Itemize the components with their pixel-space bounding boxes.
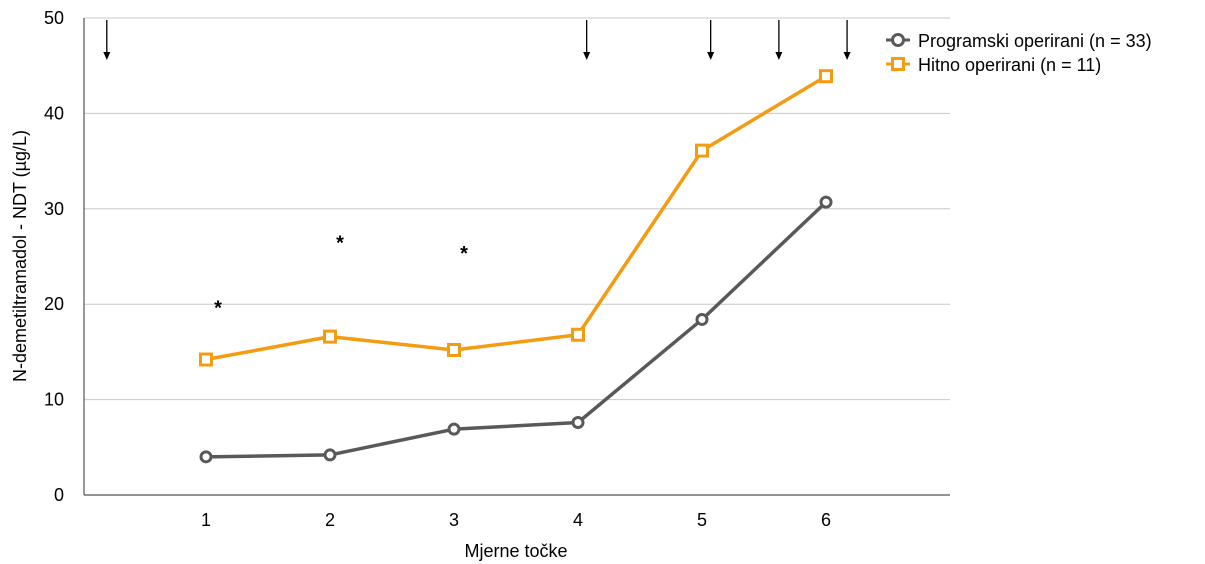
x-tick-label: 4 <box>573 510 583 530</box>
significance-star: * <box>460 243 468 265</box>
legend-marker-square <box>891 57 905 71</box>
arrow-annotation-head <box>843 52 851 60</box>
data-point <box>819 195 833 209</box>
x-tick-label: 1 <box>201 510 211 530</box>
data-point <box>819 69 833 84</box>
data-point <box>447 422 461 436</box>
x-tick-label: 2 <box>325 510 335 530</box>
grid-layer <box>84 17 950 401</box>
legend: Programski operirani (n = 33) Hitno oper… <box>886 31 1152 75</box>
series-line <box>204 200 828 459</box>
arrow-annotation-head <box>707 52 715 60</box>
legend-label-hitno: Hitno operirani (n = 11) <box>918 55 1101 75</box>
legend-marker-circle <box>891 33 905 47</box>
series-line <box>204 74 828 362</box>
y-tick-label: 10 <box>44 390 64 410</box>
y-tick-label: 30 <box>44 199 64 219</box>
data-point <box>695 143 709 158</box>
x-tick-label: 6 <box>821 510 831 530</box>
y-tick-label: 40 <box>44 103 64 123</box>
data-point <box>199 450 213 464</box>
data-point <box>695 312 709 326</box>
data-point <box>323 448 337 462</box>
legend-label-programski: Programski operirani (n = 33) <box>918 31 1152 51</box>
data-point <box>199 352 213 367</box>
x-tick-label: 3 <box>449 510 459 530</box>
data-point <box>571 415 585 429</box>
significance-star: * <box>336 233 344 255</box>
data-point <box>323 329 337 344</box>
arrow-annotation-head <box>583 52 591 60</box>
y-tick-label: 20 <box>44 294 64 314</box>
arrow-annotations <box>103 20 851 60</box>
labels-layer: 0 10 20 30 40 50 1 2 3 4 5 6 * * * <box>44 8 831 530</box>
series-layer <box>199 69 833 464</box>
data-point <box>447 342 461 357</box>
x-axis-title: Mjerne točke <box>464 541 567 561</box>
y-axis-title: N-demetiltramadol - NDT (µg/L) <box>10 130 30 382</box>
data-point <box>571 327 585 342</box>
y-tick-label: 0 <box>54 485 64 505</box>
arrow-annotation-head <box>775 52 783 60</box>
significance-star: * <box>214 298 222 320</box>
arrow-annotation-head <box>103 52 111 60</box>
axes-layer <box>83 18 950 496</box>
y-tick-label: 50 <box>44 8 64 28</box>
x-tick-label: 5 <box>697 510 707 530</box>
legend-item-hitno: Hitno operirani (n = 11) <box>886 55 1101 75</box>
legend-item-programski: Programski operirani (n = 33) <box>886 31 1152 51</box>
